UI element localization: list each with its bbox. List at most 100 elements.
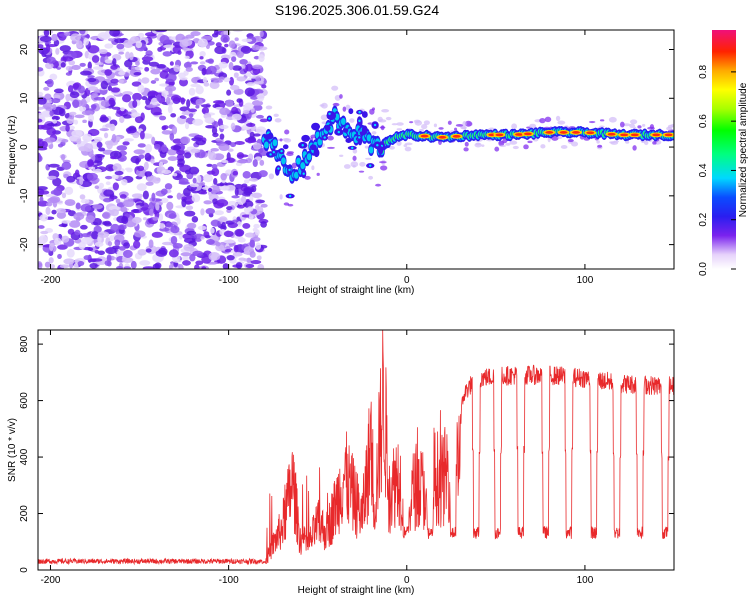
heatmap-noise-blob [199, 56, 204, 60]
heatmap-noise-blob [252, 159, 258, 167]
heatmap-noise-blob [245, 63, 254, 72]
heatmap-noise-blob [104, 175, 113, 180]
heatmap-noise-blob [122, 141, 130, 146]
heatmap-noise-blob [259, 30, 264, 38]
heatmap-noise-blob [188, 108, 198, 113]
heatmap-scatter-blob [481, 144, 485, 147]
heatmap-peak-core [523, 132, 532, 136]
heatmap-noise-blob [87, 77, 97, 83]
heatmap-noise-blob [241, 195, 247, 204]
heatmap-noise-blob [109, 30, 121, 37]
heatmap-noise-blob [179, 76, 188, 81]
heatmap-transition-core [358, 119, 361, 123]
heatmap-noise-blob [111, 134, 117, 143]
heatmap-transition-core [288, 168, 291, 172]
heatmap-noise-blob [52, 177, 62, 187]
heatmap-scatter-blob [421, 124, 428, 130]
heatmap-transition-blob [311, 122, 321, 131]
heatmap-noise-blob [51, 209, 57, 215]
heatmap-transition-core [337, 130, 340, 134]
heatmap-noise-blob [177, 263, 184, 269]
heatmap-noise-blob [100, 80, 108, 90]
heatmap-noise-blob [150, 68, 161, 75]
heatmap-noise-blob [121, 178, 128, 186]
heatmap-scatter-blob [494, 146, 500, 152]
heatmap-noise-blob [38, 67, 44, 72]
heatmap-noise-blob [185, 205, 194, 210]
heatmap-scatter-blob [637, 125, 642, 129]
heatmap-noise-blob [112, 163, 122, 172]
heatmap-noise-blob [124, 59, 133, 68]
heatmap-noise-blob [206, 239, 215, 245]
heatmap-scatter-blob [666, 126, 673, 131]
heatmap-noise-blob [130, 65, 136, 74]
heatmap-noise-blob [231, 65, 242, 71]
heatmap-noise-blob [190, 83, 201, 88]
heatmap-x-ticks: -200 -100 0 100 [40, 30, 594, 286]
heatmap-noise-blob [52, 119, 58, 124]
heatmap-noise-blob [161, 144, 168, 153]
heatmap-noise-blob [97, 250, 105, 256]
heatmap-scatter-blob [381, 109, 390, 113]
heatmap-scatter-blob [511, 123, 518, 130]
heatmap-noise-blob [65, 72, 72, 76]
heatmap-noise-blob [94, 185, 100, 190]
heatmap-scatter-blob [568, 139, 574, 143]
heatmap-noise-blob [234, 37, 239, 42]
heatmap-noise-blob [40, 230, 49, 235]
heatmap-noise-blob [80, 98, 87, 108]
heatmap-scatter-blob [283, 138, 292, 143]
heatmap-noise-blob [159, 115, 167, 121]
heatmap-noise-blob [220, 173, 227, 181]
heatmap-noise-blob [167, 105, 173, 114]
heatmap-noise-blob [67, 85, 74, 93]
heatmap-noise-blob [38, 235, 48, 244]
heatmap-noise-blob [93, 136, 103, 142]
heatmap-noise-blob [45, 44, 51, 53]
heatmap-peak-core [559, 131, 568, 134]
heatmap-noise-blob [61, 219, 71, 224]
heatmap-transition-blob [324, 124, 331, 132]
heatmap-noise-blob [167, 156, 178, 161]
heatmap-noise-blob [118, 246, 126, 251]
heatmap-scatter-blob [404, 142, 413, 146]
heatmap-noise-blob [67, 228, 75, 235]
heatmap-noise-blob [218, 124, 229, 130]
heatmap-scatter-blob [268, 173, 275, 180]
heatmap-noise-blob [242, 223, 251, 229]
heatmap-noise-blob [83, 142, 94, 152]
heatmap-noise-blob [220, 34, 230, 43]
heatmap-transition-blob [345, 137, 352, 143]
y-tick-label: 400 [19, 448, 30, 465]
heatmap-noise-blob [105, 181, 111, 186]
heatmap-noise-blob [76, 40, 83, 49]
heatmap-noise-blob [237, 154, 249, 158]
heatmap-transition-core [269, 153, 272, 156]
heatmap-noise-blob [65, 65, 74, 71]
heatmap-noise-blob [94, 62, 104, 66]
heatmap-noise-blob [92, 168, 102, 173]
heatmap-noise-blob [253, 104, 263, 111]
heatmap-noise-blob [46, 56, 56, 64]
heatmap-noise-blob [39, 35, 52, 42]
heatmap-noise-blob [202, 77, 208, 84]
heatmap-noise-blob [209, 227, 215, 234]
heatmap-noise-blob [236, 98, 243, 103]
heatmap-noise-blob [49, 196, 61, 203]
heatmap-scatter-blob [652, 141, 657, 145]
heatmap-noise-blob [211, 167, 220, 177]
heatmap-noise-blob [127, 198, 134, 202]
heatmap-noise-blob [133, 230, 146, 238]
heatmap-noise-blob [87, 247, 94, 252]
heatmap-noise-blob [39, 196, 44, 203]
heatmap-noise-blob [257, 93, 265, 102]
heatmap-noise-blob [235, 229, 243, 237]
heatmap-noise-blob [91, 104, 97, 111]
heatmap-noise-blob [225, 220, 235, 225]
heatmap-scatter-blob [380, 165, 388, 171]
heatmap-noise-blob [38, 91, 44, 97]
heatmap-noise-blob [164, 183, 173, 190]
heatmap-scatter-blob [326, 146, 335, 149]
heatmap-noise-blob [230, 122, 236, 131]
heatmap-scatter-blob [571, 141, 579, 147]
